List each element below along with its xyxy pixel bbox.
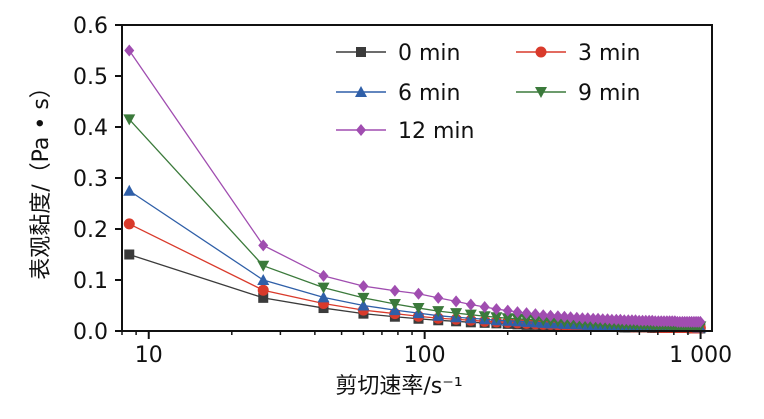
legend-item: 0 min [336,41,460,66]
data-point [123,114,136,126]
data-point [433,291,444,304]
data-point [490,312,503,324]
legend-label: 0 min [398,41,460,66]
legend-marker [355,86,367,97]
data-point [257,260,270,272]
data-point [512,306,523,319]
legend-item: 9 min [516,81,640,106]
data-point [571,311,582,324]
data-point [258,292,269,303]
data-point [317,291,330,303]
x-axis-ticks: 10 100 1 000 [121,331,732,368]
data-point [465,298,476,311]
legend-label: 9 min [578,81,640,106]
legend-label: 6 min [398,81,460,106]
series-3 [123,184,707,333]
data-point [538,309,549,322]
data-point [559,310,570,323]
y-tick-label: 0.4 [73,116,108,141]
y-axis-ticks: 0.0 0.1 0.2 0.3 0.4 0.5 0.6 [73,14,122,345]
data-point [358,280,369,293]
series-4 [123,114,707,333]
data-point [257,284,269,296]
data-point [565,311,576,324]
y-tick-label: 0.3 [73,167,108,192]
data-point [451,295,462,308]
data-point [520,314,533,326]
x-tick-label: 1 000 [669,343,732,368]
series-line [128,118,701,328]
data-point [695,315,706,328]
data-point [502,304,513,317]
y-tick-label: 0.1 [73,269,108,294]
y-tick-label: 0.5 [73,65,108,90]
legend-item: 12 min [336,119,474,144]
legend-label: 3 min [578,41,640,66]
data-point [529,314,542,326]
legend: 0 min 3 min 6 min 9 min 12 min [336,41,640,144]
data-point [388,298,401,310]
data-point [545,309,556,322]
data-point [317,282,330,294]
data-point [123,218,135,230]
series-5 [124,44,706,328]
axes [121,24,713,332]
y-tick-label: 0.0 [73,320,108,345]
legend-item: 6 min [336,81,460,106]
data-point [124,44,135,57]
data-point [123,184,136,196]
data-point [258,239,269,252]
data-point [552,310,563,323]
legend-item: 3 min [516,41,640,66]
data-point [412,303,425,315]
legend-marker [535,46,547,58]
legend-label: 12 min [398,119,474,144]
data-point [464,309,477,321]
x-tick-label: 10 [135,343,163,368]
data-point [124,249,135,260]
y-tick-label: 0.6 [73,14,108,39]
legend-marker [356,124,366,136]
data-point [318,269,329,282]
y-axis-title: 表观黏度/（Pa • s） [29,76,54,280]
y-tick-label: 0.2 [73,218,108,243]
data-point [491,303,502,316]
data-point [413,287,424,300]
data-point [357,299,370,311]
data-point [257,274,270,285]
data-point [478,311,491,323]
data-point [530,308,541,321]
data-point [511,313,524,325]
data-point [357,292,370,304]
data-point [479,301,490,314]
data-point [521,307,532,320]
legend-marker [356,47,366,57]
data-point [432,306,445,318]
axes-frame [121,24,713,332]
legend-marker [535,87,547,98]
data-point [389,284,400,297]
x-tick-label: 100 [404,343,446,368]
plot-area [123,44,707,334]
data-point [577,312,588,325]
data-point [450,308,463,320]
x-axis-title: 剪切速率/s⁻¹ [335,374,462,399]
data-point [501,313,514,325]
